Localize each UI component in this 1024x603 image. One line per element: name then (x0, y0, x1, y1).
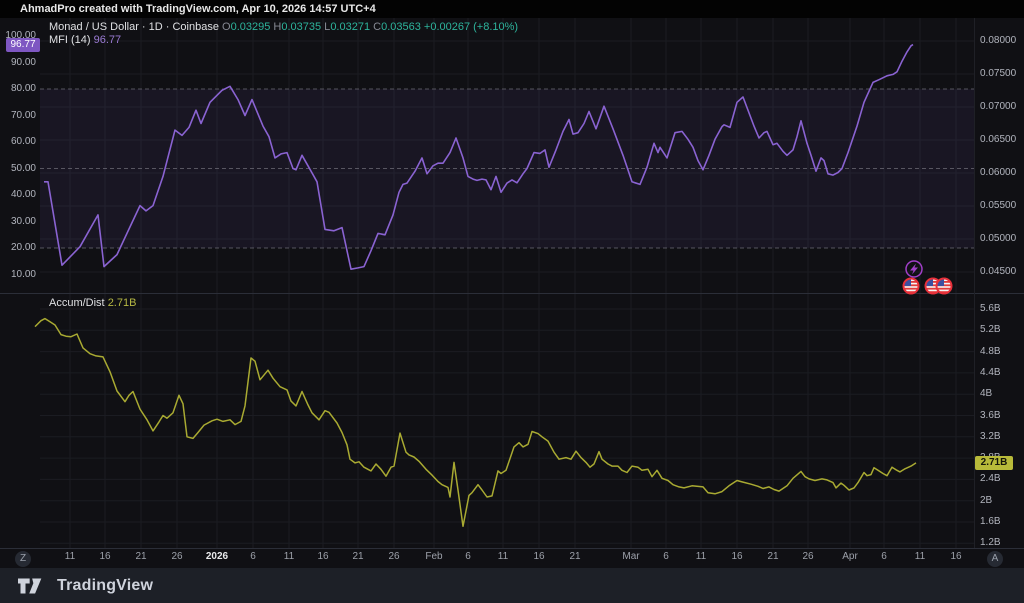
mfi-axis-tick: 90.00 (0, 57, 36, 68)
ohlc-value: 0.03563 (381, 21, 421, 33)
accum-last-value-badge: 2.71B (975, 456, 1013, 470)
tradingview-logo-text[interactable]: TradingView (57, 577, 153, 595)
ohlc-key: L (321, 21, 330, 33)
tradingview-logo-icon[interactable] (18, 576, 48, 596)
us-flag-icon[interactable] (903, 279, 919, 294)
chart-canvas[interactable] (0, 0, 1024, 603)
ohlc-value: 0.03271 (330, 21, 370, 33)
accum-axis-tick: 4.4B (980, 367, 1001, 378)
tradingview-chart-window: AhmadPro created with TradingView.com, A… (0, 0, 1024, 603)
time-axis-tick: 16 (934, 551, 978, 562)
time-axis-tick: 21 (553, 551, 597, 562)
us-flag-icon[interactable] (936, 279, 952, 294)
accum-axis-tick: 2B (980, 495, 992, 506)
accum-dist-line[interactable] (35, 319, 916, 527)
mfi-last-value-badge: 96.77 (6, 38, 40, 52)
symbol-title[interactable]: Monad / US Dollar · 1D · Coinbase (49, 21, 219, 33)
price-axis-tick: 0.06500 (980, 134, 1016, 145)
timezone-button[interactable]: Z (15, 551, 31, 567)
accum-axis-tick: 1.2B (980, 537, 1001, 548)
accum-axis-tick: 4.8B (980, 346, 1001, 357)
symbol-legend[interactable]: Monad / US Dollar · 1D · Coinbase O0.032… (49, 21, 518, 33)
mfi-axis-tick: 80.00 (0, 83, 36, 94)
ohlc-key: C (370, 21, 381, 33)
time-axis-tick: 26 (372, 551, 416, 562)
price-axis-tick: 0.06000 (980, 167, 1016, 178)
mfi-legend-value: 96.77 (94, 34, 122, 46)
ohlc-key: O (222, 21, 231, 33)
accum-axis-tick: 3.2B (980, 431, 1001, 442)
accum-axis-tick: 2.4B (980, 473, 1001, 484)
price-axis-tick: 0.05000 (980, 233, 1016, 244)
mfi-legend[interactable]: MFI (14) 96.77 (49, 34, 121, 46)
ohlc-values: O0.03295 H0.03735 L0.03271 C0.03563 (222, 21, 424, 33)
accum-axis-tick: 5.2B (980, 324, 1001, 335)
accum-legend-label[interactable]: Accum/Dist (49, 297, 105, 309)
accum-axis-tick: 5.6B (980, 303, 1001, 314)
time-axis-tick: 26 (155, 551, 199, 562)
auto-scale-button[interactable]: A (987, 551, 1003, 567)
ohlc-value: 0.03735 (281, 21, 321, 33)
accum-dist-legend[interactable]: Accum/Dist 2.71B (49, 297, 136, 309)
mfi-axis-tick: 40.00 (0, 189, 36, 200)
mfi-axis-tick: 20.00 (0, 242, 36, 253)
price-axis-tick: 0.07000 (980, 101, 1016, 112)
mfi-axis-tick: 70.00 (0, 110, 36, 121)
mfi-legend-label[interactable]: MFI (14) (49, 34, 91, 46)
change-value: +0.00267 (+8.10%) (424, 21, 518, 33)
price-axis-tick: 0.08000 (980, 35, 1016, 46)
ohlc-value: 0.03295 (231, 21, 271, 33)
price-axis-tick: 0.04500 (980, 266, 1016, 277)
mfi-axis-tick: 10.00 (0, 269, 36, 280)
ohlc-key: H (270, 21, 281, 33)
mfi-axis-tick: 60.00 (0, 136, 36, 147)
tradingview-logo-bar: TradingView (0, 568, 1024, 603)
accum-axis-tick: 3.6B (980, 410, 1001, 421)
accum-axis-tick: 4B (980, 388, 992, 399)
price-axis-tick: 0.07500 (980, 68, 1016, 79)
mfi-axis-tick: 50.00 (0, 163, 36, 174)
price-axis-tick: 0.05500 (980, 200, 1016, 211)
mfi-axis-tick: 30.00 (0, 216, 36, 227)
accum-legend-value: 2.71B (108, 297, 137, 309)
time-axis-tick: 26 (786, 551, 830, 562)
accum-axis-tick: 1.6B (980, 516, 1001, 527)
